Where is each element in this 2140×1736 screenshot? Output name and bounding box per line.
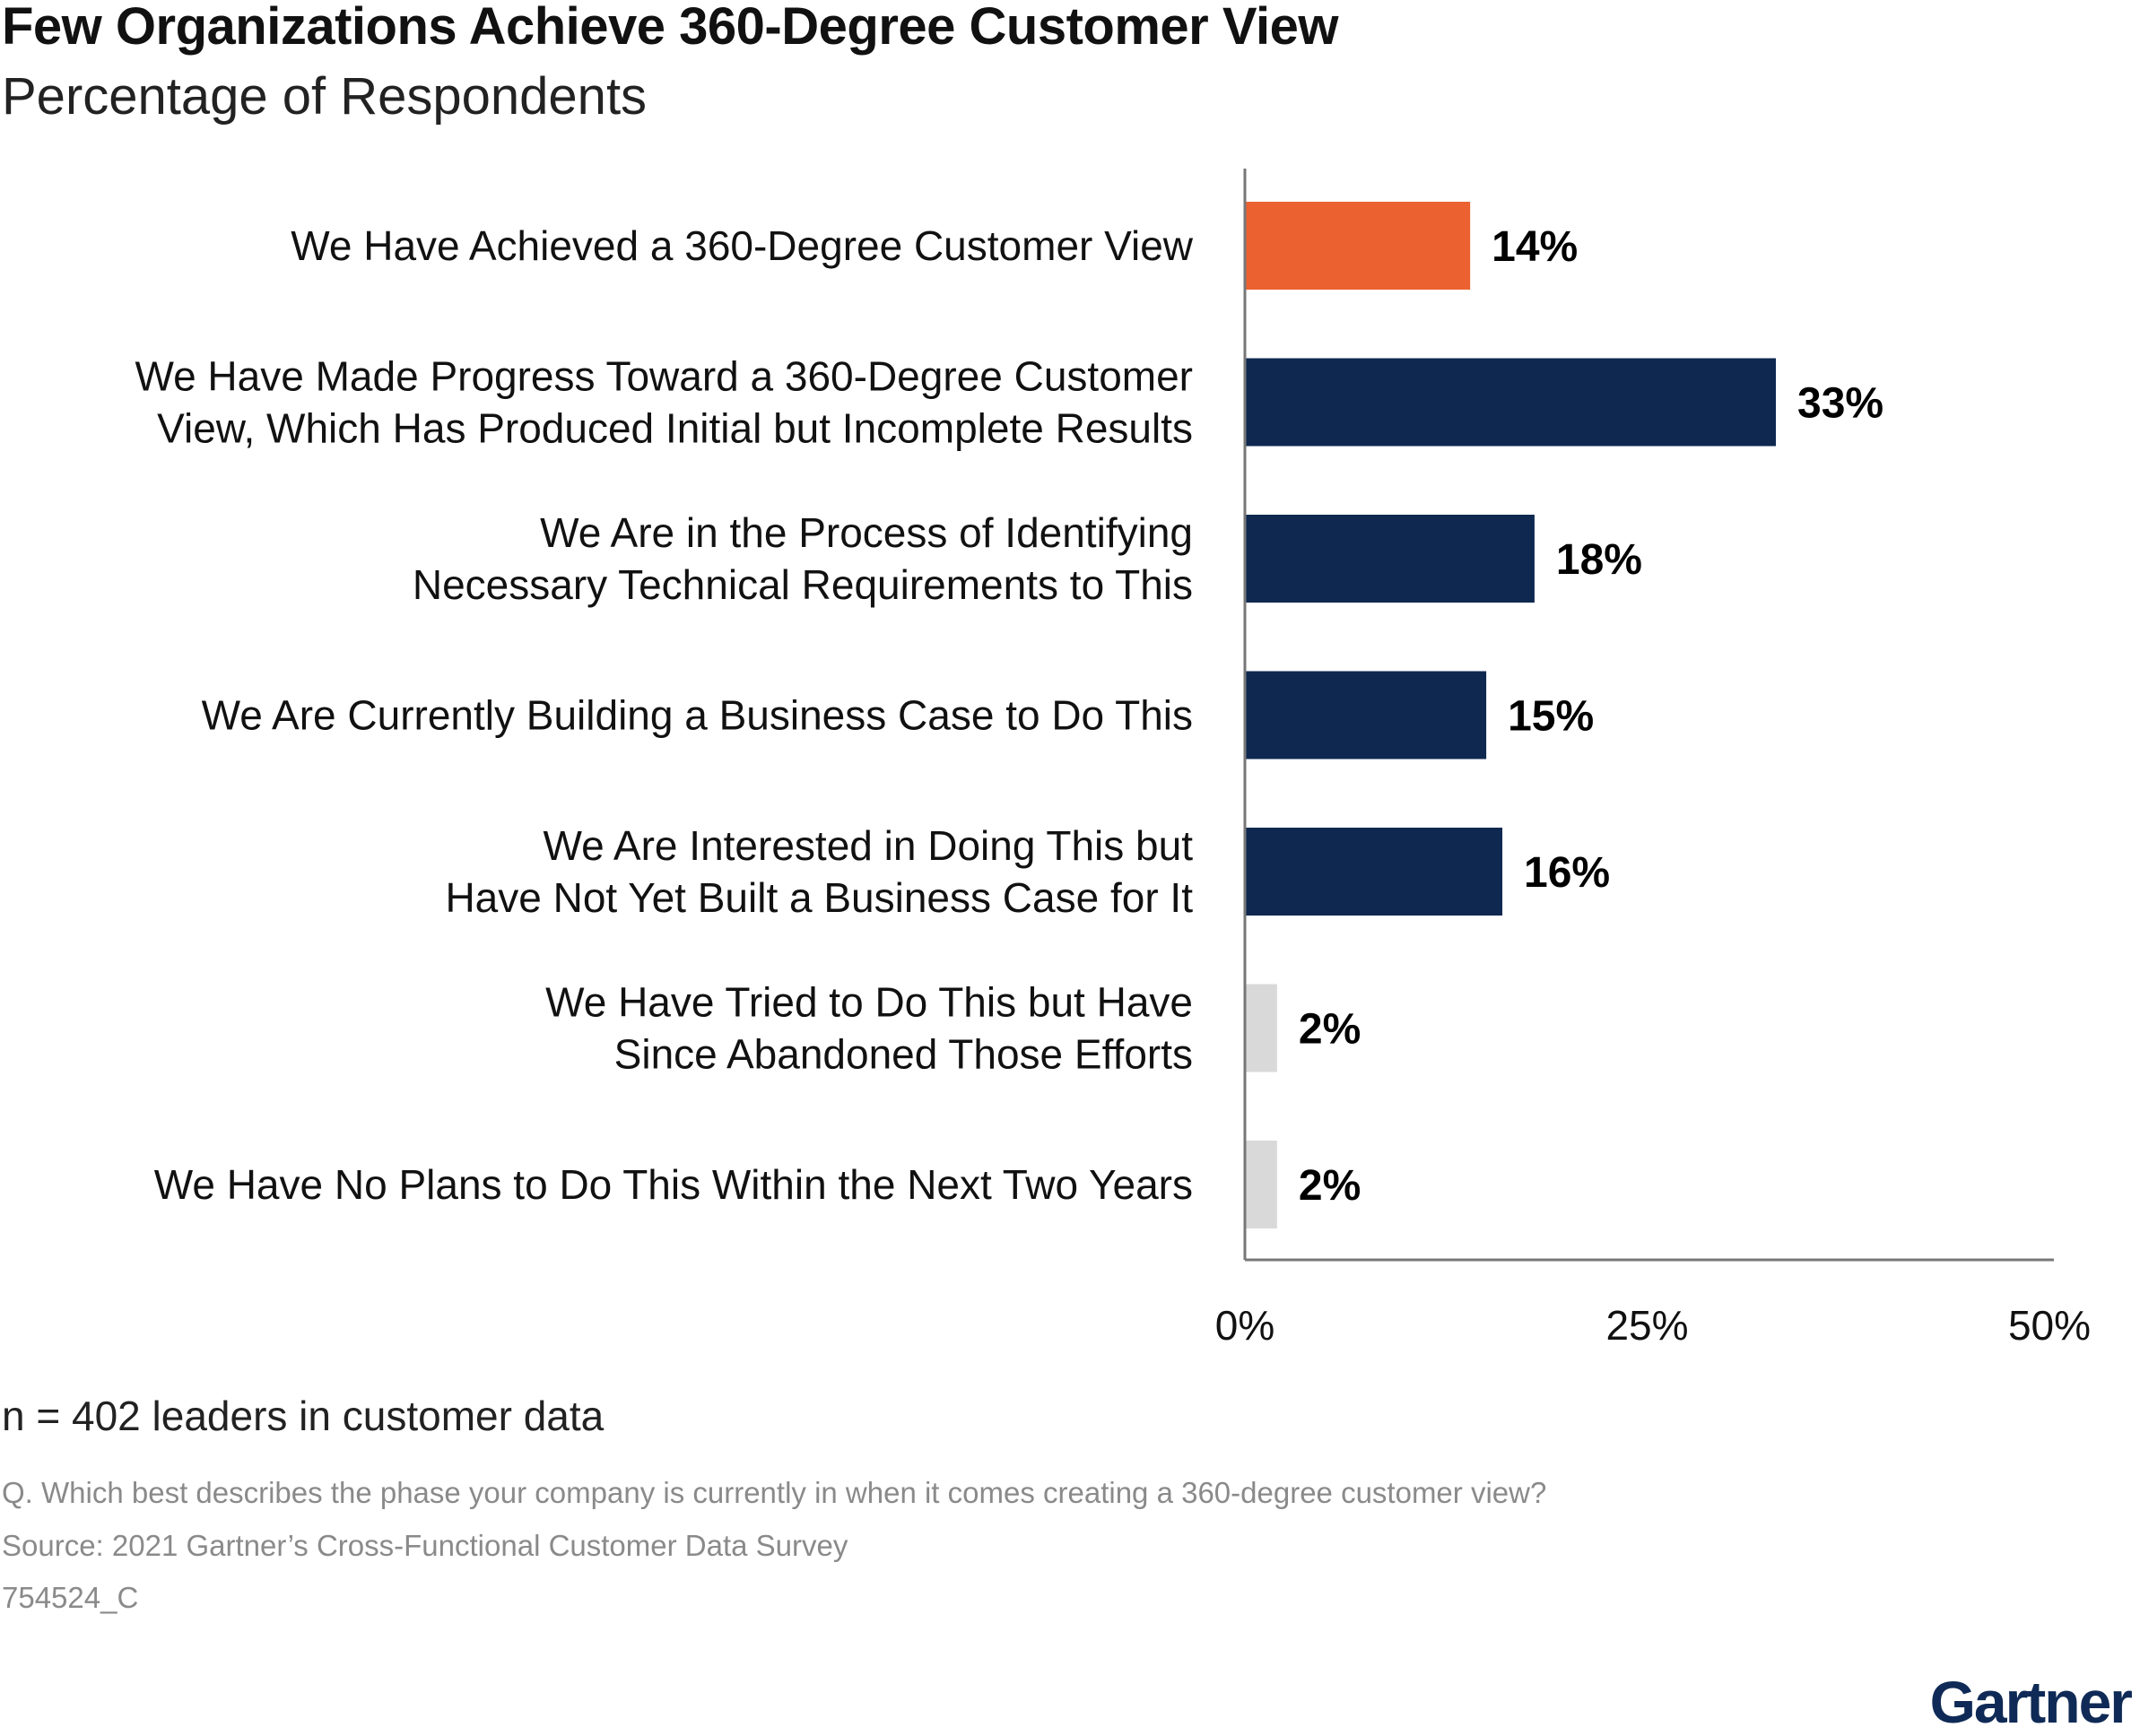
bar (1245, 202, 1471, 290)
bar-chart: 14% We Have Achieved a 360-Degree Custome… (135, 169, 2091, 1349)
gartner-logo: Gartner (1929, 1669, 2133, 1735)
figure-id: 754524_C (2, 1581, 139, 1614)
bar (1245, 1141, 1277, 1228)
category-label: We Have Made Progress Toward a 360-Degre… (135, 353, 1193, 400)
bar (1245, 984, 1277, 1072)
category-label: We Are Currently Building a Business Cas… (202, 692, 1193, 739)
x-tick-label: 25% (1605, 1302, 1688, 1349)
category-label: We Have No Plans to Do This Within the N… (154, 1161, 1193, 1208)
category-label: Have Not Yet Built a Business Case for I… (445, 874, 1193, 921)
data-label: 2% (1299, 1006, 1361, 1054)
category-label: Since Abandoned Those Efforts (614, 1031, 1193, 1078)
survey-question: Q. Which best describes the phase your c… (2, 1476, 1547, 1509)
bar (1245, 671, 1487, 760)
bar (1245, 515, 1535, 603)
x-tick-label: 0% (1215, 1302, 1274, 1349)
data-label: 15% (1508, 693, 1594, 741)
category-label: We Are Interested in Doing This but (544, 822, 1194, 869)
data-label: 18% (1556, 536, 1642, 584)
category-label: View, Which Has Produced Initial but Inc… (157, 405, 1193, 452)
category-label: We Have Tried to Do This but Have (545, 979, 1193, 1026)
bar (1245, 828, 1503, 916)
source-note: Source: 2021 Gartner’s Cross-Functional … (2, 1529, 848, 1562)
data-label: 2% (1299, 1162, 1361, 1210)
chart-subtitle: Percentage of Respondents (2, 67, 648, 126)
data-label: 16% (1524, 849, 1610, 897)
chart-title: Few Organizations Achieve 360-Degree Cus… (2, 0, 1338, 56)
data-label: 14% (1492, 223, 1578, 271)
data-label: 33% (1797, 380, 1883, 428)
x-tick-label: 50% (2008, 1302, 2091, 1349)
sample-size-note: n = 402 leaders in customer data (2, 1393, 605, 1439)
category-label: Necessary Technical Requirements to This (413, 561, 1193, 608)
category-label: We Have Achieved a 360-Degree Customer V… (291, 222, 1193, 269)
category-label: We Are in the Process of Identifying (540, 509, 1193, 556)
bar (1245, 358, 1777, 447)
